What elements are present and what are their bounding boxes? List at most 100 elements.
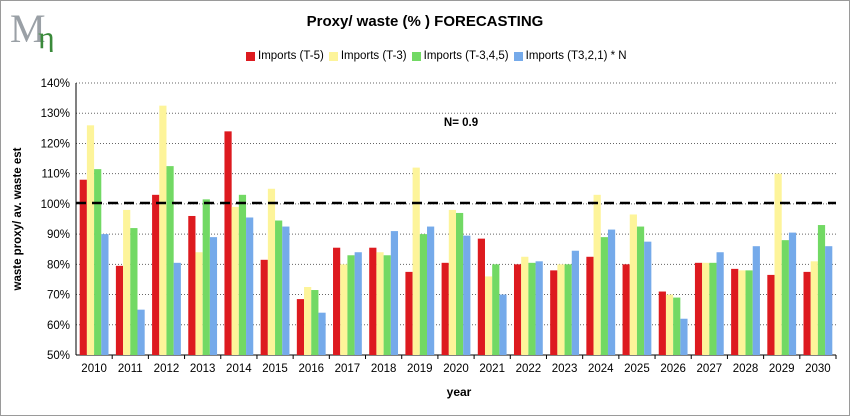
x-tick-label: 2019 <box>407 363 433 375</box>
x-tick-label: 2018 <box>371 363 397 375</box>
legend-label: Imports (T3,2,1) * N <box>525 50 627 62</box>
bar-2 <box>340 264 348 355</box>
x-tick-label: 2017 <box>335 363 361 375</box>
legend-label: Imports (T-5) <box>258 50 324 62</box>
y-tick-label: 50% <box>47 350 70 362</box>
x-axis-label: year <box>447 385 472 399</box>
x-tick-label: 2024 <box>588 363 614 375</box>
x-tick-label: 2011 <box>118 363 143 375</box>
chart-legend: Imports (T-5) Imports (T-3) Imports (T-3,4… <box>246 48 632 64</box>
legend-item: Imports (T3,2,1) * N <box>513 50 627 62</box>
bar-4 <box>101 234 109 355</box>
bar-4 <box>354 252 362 355</box>
x-tick-label: 2012 <box>154 363 180 375</box>
bar-2 <box>159 105 167 356</box>
x-tick-label: 2023 <box>552 363 578 375</box>
bar-4 <box>535 261 543 355</box>
x-tick-label: 2013 <box>190 363 216 375</box>
legend-item: Imports (T-3,4,5) <box>411 50 509 62</box>
bar-4 <box>788 232 797 355</box>
y-tick-label: 70% <box>47 290 70 302</box>
y-tick-label: 140% <box>41 78 70 90</box>
y-tick-label: 130% <box>41 108 70 120</box>
bar-1 <box>767 274 775 355</box>
x-tick-label: 2030 <box>805 363 831 375</box>
bar-1 <box>115 265 124 355</box>
bar-3 <box>166 166 174 355</box>
bar-2 <box>376 252 384 355</box>
bar-4 <box>427 226 435 355</box>
logo-letter-eta: η <box>38 19 55 52</box>
legend-swatch <box>328 51 338 61</box>
chart-title: Proxy/ waste (% ) FORECASTING <box>306 13 544 30</box>
bar-3 <box>347 255 355 355</box>
x-tick-label: 2014 <box>226 363 252 375</box>
bar-3 <box>130 228 138 355</box>
annotation-n: N= 0.9 <box>444 117 478 129</box>
x-tick-label: 2015 <box>262 363 288 375</box>
bar-1 <box>477 238 485 355</box>
bar-1 <box>152 194 160 355</box>
logo-icon: M η <box>10 6 55 52</box>
bar-1 <box>405 271 413 355</box>
bar-4 <box>825 246 833 355</box>
x-tick-label: 2021 <box>479 363 505 375</box>
bar-2 <box>86 125 95 355</box>
bar-3 <box>238 194 247 355</box>
bar-2 <box>448 209 456 355</box>
y-tick-label: 110% <box>41 169 70 181</box>
bar-3 <box>419 234 428 355</box>
bar-2 <box>521 256 529 355</box>
bar-2 <box>484 276 493 355</box>
bar-3 <box>709 262 717 355</box>
bar-4 <box>716 252 724 355</box>
bar-4 <box>644 241 652 355</box>
bar-1 <box>296 299 305 355</box>
bar-2 <box>412 167 420 355</box>
bar-2 <box>629 214 637 355</box>
bar-3 <box>817 225 826 355</box>
bar-2 <box>665 294 674 355</box>
bar-2 <box>267 188 276 355</box>
bar-3 <box>636 226 645 355</box>
bar-2 <box>774 173 782 355</box>
bar-3 <box>781 240 789 355</box>
bar-2 <box>702 262 710 355</box>
bar-2 <box>231 206 239 355</box>
legend-label: Imports (T-3,4,5) <box>423 50 509 62</box>
legend-item: Imports (T-5) <box>246 50 324 62</box>
bar-1 <box>550 270 558 355</box>
bar-3 <box>745 270 753 355</box>
bar-1 <box>260 259 268 355</box>
bar-1 <box>333 247 341 355</box>
legend-swatch <box>411 51 421 61</box>
bar-2 <box>304 287 312 355</box>
bar-1 <box>658 291 666 355</box>
bar-1 <box>694 262 703 355</box>
bar-2 <box>593 194 601 355</box>
bar-3 <box>564 264 572 355</box>
bar-3 <box>202 199 210 355</box>
bar-4 <box>752 246 760 355</box>
bar-2 <box>557 264 565 355</box>
x-tick-label: 2029 <box>769 363 795 375</box>
x-tick-label: 2016 <box>298 363 324 375</box>
x-tick-label: 2027 <box>697 363 723 375</box>
legend-swatch <box>513 51 523 61</box>
bar-3 <box>311 290 319 355</box>
bar-1 <box>79 179 87 355</box>
bar-1 <box>586 256 594 355</box>
bar-4 <box>571 250 579 355</box>
x-tick-label: 2010 <box>81 363 107 375</box>
x-tick-label: 2020 <box>443 363 469 375</box>
bar-4 <box>499 294 507 355</box>
bar-2 <box>738 270 746 355</box>
bar-3 <box>383 255 391 355</box>
bar-1 <box>731 268 739 355</box>
legend-swatch <box>246 51 255 61</box>
legend-item: Imports (T-3) <box>328 50 407 62</box>
bar-3 <box>456 212 464 355</box>
bar-1 <box>224 131 232 355</box>
bar-4 <box>282 226 290 355</box>
